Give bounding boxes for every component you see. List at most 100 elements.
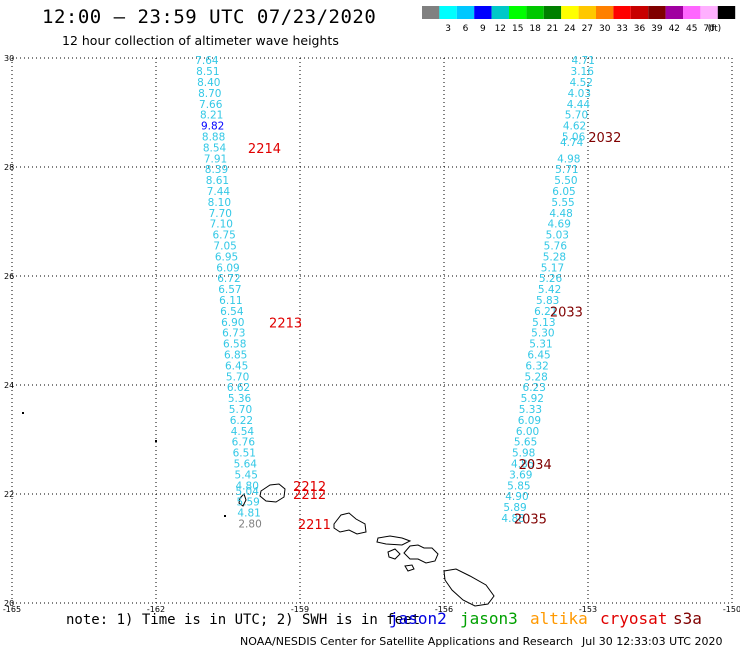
map-title: 12:00 – 23:59 UTC 07/23/2020 bbox=[42, 6, 377, 28]
colorbar-tick-label: 15 bbox=[512, 24, 523, 34]
lon-tick-label: -162 bbox=[147, 605, 165, 614]
swh-reading: 4.90 bbox=[505, 491, 528, 503]
colorbar-swatch bbox=[474, 6, 492, 19]
colorbar-tick-label: 36 bbox=[634, 24, 646, 34]
swh-reading: 5.70 bbox=[229, 404, 252, 416]
swh-reading: 6.51 bbox=[233, 448, 256, 460]
legend-cryosat: cryosat bbox=[600, 609, 668, 628]
oahu-island bbox=[333, 512, 367, 535]
niihau-island bbox=[238, 493, 247, 507]
colorbar-swatch bbox=[578, 6, 596, 19]
swh-reading: 4.44 bbox=[567, 99, 591, 111]
colorbar-swatch bbox=[491, 6, 509, 19]
swh-reading: 6.95 bbox=[215, 251, 238, 263]
swh-reading: 5.59 bbox=[236, 497, 259, 509]
swh-reading: 7.10 bbox=[210, 219, 233, 231]
swh-reading: 5.98 bbox=[512, 448, 535, 460]
lat-lon-grid bbox=[11, 57, 733, 604]
swh-reading: 8.40 bbox=[197, 77, 220, 89]
swh-reading: 4.81 bbox=[237, 508, 260, 520]
colorbar-swatch bbox=[648, 6, 666, 19]
swh-reading: 3.16 bbox=[571, 66, 595, 78]
pass-time-label: 2211 bbox=[298, 518, 331, 533]
swh-reading: 5.85 bbox=[507, 480, 530, 492]
colorbar-tick-label: 27 bbox=[582, 24, 593, 34]
swh-reading: 9.82 bbox=[201, 121, 224, 133]
colorbar-tick-label: 12 bbox=[495, 24, 506, 34]
colorbar: 3 6 9 12 15 18 21 24 27 30 33 36 39 42 45 70(ft) bbox=[422, 6, 736, 34]
swh-reading: 8.51 bbox=[196, 66, 219, 78]
colorbar-swatch bbox=[683, 6, 701, 19]
swh-reading: 5.89 bbox=[503, 502, 526, 514]
swh-reading: 7.70 bbox=[209, 208, 232, 220]
colorbar-swatch bbox=[596, 6, 614, 19]
swh-reading: 5.31 bbox=[529, 339, 552, 351]
swh-reading: 4.52 bbox=[570, 77, 593, 89]
swh-reading: 5.28 bbox=[543, 251, 566, 263]
credit-line: NOAA/NESDIS Center for Satellite Applica… bbox=[240, 635, 574, 648]
lat-tick-label: 22 bbox=[4, 490, 14, 499]
colorbar-swatch bbox=[630, 6, 649, 19]
maui-island bbox=[403, 544, 439, 564]
west-pass-readings: 7.648.518.408.707.668.219.828.888.547.91… bbox=[195, 55, 262, 530]
swh-reading: 5.33 bbox=[519, 404, 542, 416]
swh-reading: 5.70 bbox=[226, 371, 249, 383]
colorbar-tick-label: 3 bbox=[445, 24, 451, 34]
swh-reading: 8.10 bbox=[208, 197, 231, 209]
pass-time-label: 2214 bbox=[248, 142, 281, 157]
colorbar-tick-label: 33 bbox=[616, 24, 627, 34]
swh-reading: 4.71 bbox=[572, 55, 595, 67]
colorbar-swatch bbox=[561, 6, 579, 19]
molokai-island bbox=[376, 535, 412, 546]
islet-lehua bbox=[224, 515, 226, 517]
swh-reading: 6.45 bbox=[225, 360, 248, 372]
kahoolawe-island bbox=[404, 564, 415, 572]
colorbar-tick-label: 24 bbox=[564, 24, 576, 34]
lon-tick-label: -156 bbox=[435, 605, 453, 614]
colorbar-tick-label: 6 bbox=[463, 24, 469, 34]
east-pass-readings: 4.713.164.524.034.445.704.625.064.74 4.98… bbox=[501, 55, 594, 525]
colorbar-unit-label: (ft) bbox=[708, 24, 722, 34]
colorbar-tick-label: 39 bbox=[651, 24, 663, 34]
swh-reading: 5.55 bbox=[551, 197, 574, 209]
swh-reading: 5.92 bbox=[521, 393, 544, 405]
swh-reading: 6.45 bbox=[527, 350, 550, 362]
lat-tick-label: 26 bbox=[4, 272, 14, 281]
swh-reading: 5.17 bbox=[541, 262, 564, 274]
swh-reading: 7.66 bbox=[199, 99, 223, 111]
colorbar-swatch bbox=[665, 6, 683, 19]
lanai-island bbox=[387, 548, 401, 560]
swh-reading: 5.04 bbox=[236, 486, 260, 498]
swh-reading: 2.80 bbox=[238, 518, 261, 530]
swh-reading: 5.03 bbox=[546, 230, 569, 242]
swh-reading: 6.58 bbox=[223, 339, 246, 351]
swh-reading: 6.22 bbox=[230, 415, 253, 427]
swh-reading: 4.80 bbox=[236, 480, 259, 492]
swh-reading: 6.85 bbox=[224, 350, 247, 362]
colorbar-swatch bbox=[439, 6, 457, 19]
swh-reading: 8.54 bbox=[203, 142, 227, 154]
lat-tick-label: 28 bbox=[4, 163, 14, 172]
pass-time-label: 2032 bbox=[588, 131, 621, 146]
swh-reading: 6.05 bbox=[552, 186, 575, 198]
colorbar-tick-label: 18 bbox=[529, 24, 541, 34]
islet-necker bbox=[22, 412, 24, 414]
swh-reading: 5.76 bbox=[544, 241, 568, 253]
legend-jason2: jason2 bbox=[389, 609, 447, 628]
swh-reading: 4.85 bbox=[511, 459, 534, 471]
lat-tick-label: 24 bbox=[4, 381, 14, 390]
swh-reading: 5.64 bbox=[234, 459, 258, 471]
swh-reading: 7.05 bbox=[213, 241, 236, 253]
swh-reading: 6.72 bbox=[217, 273, 240, 285]
legend-jason3: jason3 bbox=[460, 609, 518, 628]
small-islets bbox=[22, 412, 226, 517]
swh-reading: 6.62 bbox=[227, 382, 250, 394]
map-subtitle: 12 hour collection of altimeter wave hei… bbox=[62, 33, 339, 48]
lat-tick-label: 20 bbox=[4, 599, 14, 608]
legend-altika: altika bbox=[530, 609, 588, 628]
swh-reading: 6.54 bbox=[220, 306, 244, 318]
pass-time-label: 2034 bbox=[519, 458, 552, 473]
swh-reading: 6.09 bbox=[216, 262, 239, 274]
swh-reading: 6.11 bbox=[219, 295, 242, 307]
